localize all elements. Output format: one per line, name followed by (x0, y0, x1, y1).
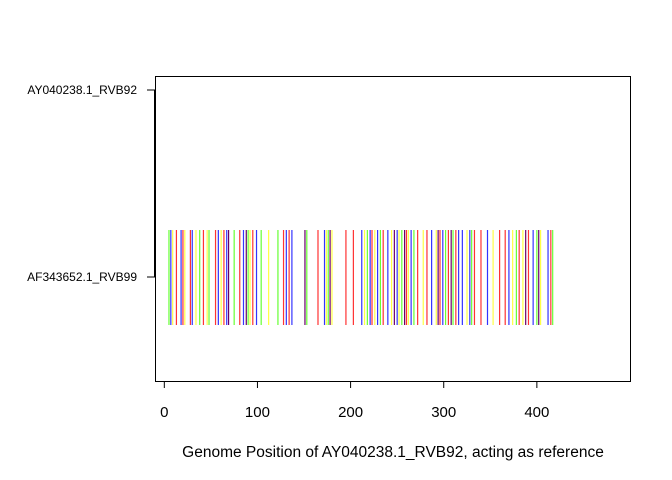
plot-frame (155, 76, 631, 382)
x-tick-label: 0 (160, 404, 168, 421)
mutation-marks (168, 230, 554, 325)
x-tick-label: 100 (245, 404, 270, 421)
y-tick-label: AF343652.1_RVB99 (27, 270, 137, 284)
x-tick-label: 400 (524, 404, 549, 421)
x-axis: 0 100 200 300 400 (160, 381, 549, 421)
y-tick-label: AY040238.1_RVB92 (27, 83, 137, 97)
x-tick-label: 200 (338, 404, 363, 421)
x-tick-label: 300 (431, 404, 456, 421)
y-axis: AY040238.1_RVB92 AF343652.1_RVB99 (27, 83, 155, 284)
x-axis-label: Genome Position of AY040238.1_RVB92, act… (182, 444, 604, 461)
